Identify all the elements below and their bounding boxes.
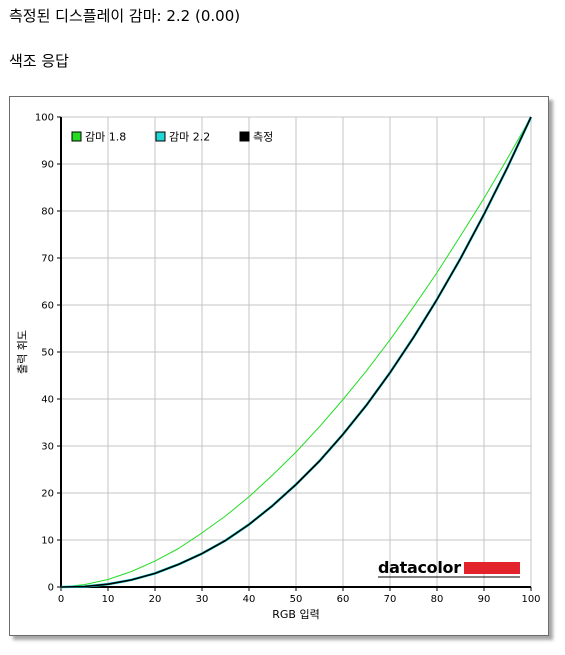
section-title: 색조 응답 — [9, 52, 69, 70]
grid — [57, 116, 532, 591]
x-tick-label: 0 — [58, 594, 64, 605]
legend-swatch — [155, 131, 166, 142]
datacolor-logo: datacolor — [378, 558, 520, 578]
datacolor-logo-text: datacolor — [378, 558, 461, 577]
legend-label: 감마 2.2 — [169, 131, 210, 144]
legend-label: 측정 — [253, 131, 273, 144]
x-tick-label: 20 — [149, 594, 162, 605]
legend-swatch — [71, 131, 82, 142]
y-tick-label: 20 — [41, 489, 54, 500]
datacolor-logo-bar — [464, 562, 520, 574]
y-tick-label: 50 — [41, 348, 54, 359]
x-tick-label: 40 — [243, 594, 256, 605]
x-tick-labels: 0 10 20 30 40 50 60 70 80 90 100 — [58, 594, 541, 605]
y-tick-label: 70 — [41, 254, 54, 265]
y-tick-labels: 0 10 20 30 40 50 60 70 80 90 100 — [35, 113, 54, 594]
legend: 감마 1.8 감마 2.2 측정 — [71, 131, 273, 144]
y-tick-label: 10 — [41, 536, 54, 547]
legend-swatch — [239, 131, 250, 142]
x-tick-label: 80 — [431, 594, 444, 605]
y-axis-label: 출력 휘도 — [16, 330, 29, 374]
tone-response-chart: 0 10 20 30 40 50 60 70 80 90 100 0 10 20 30 40 50 60 70 80… — [16, 113, 541, 622]
y-tick-label: 0 — [48, 583, 54, 594]
chart-frame: 0 10 20 30 40 50 60 70 80 90 100 0 10 20 30 40 50 60 70 80… — [9, 96, 549, 636]
x-tick-label: 10 — [102, 594, 115, 605]
measured-gamma-text: 측정된 디스플레이 감마: 2.2 (0.00) — [9, 7, 241, 25]
x-tick-label: 60 — [337, 594, 350, 605]
y-tick-label: 90 — [41, 160, 54, 171]
x-tick-label: 50 — [290, 594, 303, 605]
y-tick-label: 80 — [41, 207, 54, 218]
legend-label: 감마 1.8 — [85, 131, 126, 144]
x-tick-label: 30 — [196, 594, 209, 605]
y-tick-label: 60 — [41, 301, 54, 312]
x-tick-label: 90 — [478, 594, 491, 605]
series-line-1 — [60, 116, 532, 588]
y-tick-label: 100 — [35, 113, 54, 124]
series-line-3 — [60, 116, 532, 588]
x-axis-label: RGB 입력 — [272, 608, 319, 621]
series-lines — [60, 116, 533, 589]
x-tick-label: 100 — [521, 594, 540, 605]
x-tick-label: 70 — [384, 594, 397, 605]
y-tick-label: 40 — [41, 395, 54, 406]
y-tick-label: 30 — [41, 442, 54, 453]
axes — [60, 117, 531, 588]
